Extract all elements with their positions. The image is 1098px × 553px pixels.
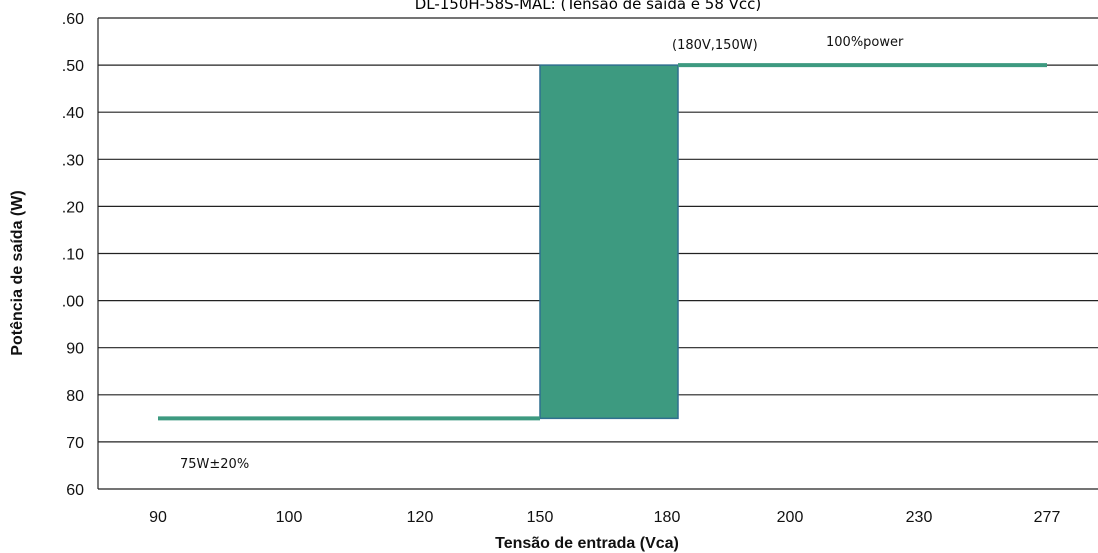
y-tick-label: .20 — [62, 199, 84, 216]
x-tick-label: 150 — [527, 509, 554, 526]
x-tick-label: 180 — [654, 509, 681, 526]
y-tick-label: 60 — [66, 482, 84, 499]
y-tick-label: .40 — [62, 105, 84, 122]
x-tick-label: 230 — [906, 509, 933, 526]
x-tick-label: 120 — [407, 509, 434, 526]
series-layer — [158, 63, 1047, 421]
annotation-full-power: 100%power — [826, 35, 904, 50]
y-tick-label: .30 — [62, 152, 84, 169]
x-axis-label: Tensão de entrada (Vca) — [495, 535, 679, 552]
y-tick-label: .50 — [62, 58, 84, 75]
y-tick-label: 80 — [66, 388, 84, 405]
y-tick-label: .60 — [62, 11, 84, 28]
chart-title: DL-150H-58S-MAL: (Tensão de saída é 58 V… — [415, 0, 762, 13]
y-tick-label: 90 — [66, 341, 84, 358]
power-region-bar — [539, 64, 679, 420]
x-tick-label: 100 — [276, 509, 303, 526]
x-tick-label: 277 — [1034, 509, 1061, 526]
y-tick-label: 70 — [66, 435, 84, 452]
annotation-low-power: 75W±20% — [180, 457, 249, 472]
x-tick-label: 90 — [149, 509, 167, 526]
x-axis-ticks: 90 100 120 150 180 200 230 277 — [149, 509, 1060, 526]
y-axis-ticks: .60 .50 .40 .30 .20 .10 .00 90 80 70 60 — [62, 11, 84, 499]
y-axis-label: Potência de saída (W) — [9, 190, 26, 355]
x-tick-label: 200 — [777, 509, 804, 526]
y-tick-label: .10 — [62, 247, 84, 264]
annotation-peak-point: (180V,150W) — [672, 38, 758, 53]
annotations: (180V,150W) 100%power 75W±20% — [180, 35, 904, 472]
y-tick-label: .00 — [62, 294, 84, 311]
